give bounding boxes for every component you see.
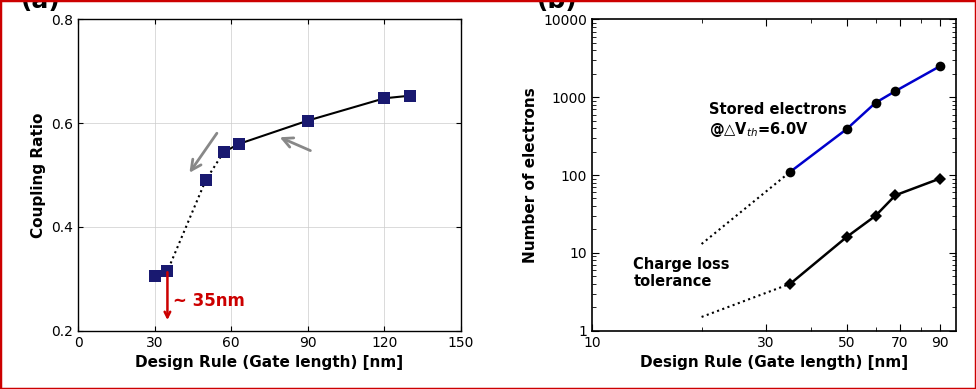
Text: (a): (a) xyxy=(20,0,61,13)
Text: Stored electrons
@△V$_{th}$=6.0V: Stored electrons @△V$_{th}$=6.0V xyxy=(710,102,847,139)
Y-axis label: Coupling Ratio: Coupling Ratio xyxy=(30,112,46,238)
Text: ~ 35nm: ~ 35nm xyxy=(173,293,244,310)
Y-axis label: Number of electrons: Number of electrons xyxy=(522,87,538,263)
X-axis label: Design Rule (Gate length) [nm]: Design Rule (Gate length) [nm] xyxy=(640,355,909,370)
X-axis label: Design Rule (Gate length) [nm]: Design Rule (Gate length) [nm] xyxy=(136,355,404,370)
Text: (b): (b) xyxy=(537,0,578,13)
Text: Charge loss
tolerance: Charge loss tolerance xyxy=(633,257,730,289)
